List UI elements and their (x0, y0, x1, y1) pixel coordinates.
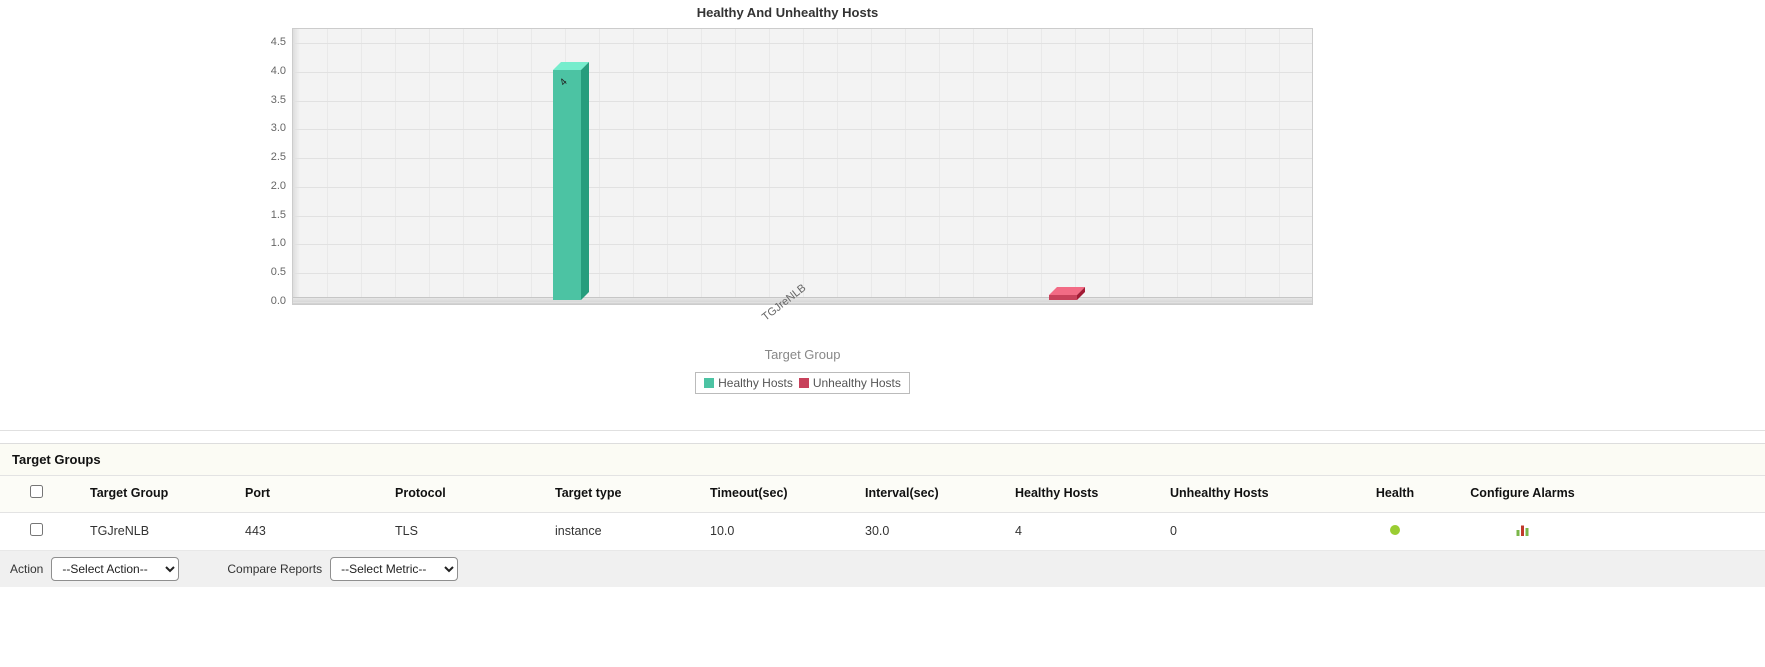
cell-unhealthy-hosts: 0 (1140, 512, 1330, 551)
chart-floor (293, 297, 1312, 304)
legend-item-healthy-hosts[interactable]: Healthy Hosts (704, 376, 793, 390)
table-row: TGJreNLB 443 TLS instance 10.0 30.0 4 0 (0, 512, 1765, 551)
col-timeout: Timeout(sec) (680, 476, 835, 513)
gridline (293, 302, 1312, 303)
action-bar: Action --Select Action-- Compare Reports… (0, 550, 1765, 587)
legend-swatch-unhealthy (798, 378, 809, 388)
y-tick-label: 3.5 (270, 93, 286, 106)
gridline (293, 100, 1312, 102)
y-tick-label: 2.5 (270, 151, 286, 164)
y-tick-label: 0.0 (270, 295, 286, 307)
bar-unhealthy-hosts (1049, 287, 1085, 300)
cell-health (1330, 512, 1460, 551)
gridline (293, 129, 1312, 131)
chart-plot: 4 (292, 28, 1313, 305)
cell-checkbox (0, 512, 60, 551)
action-label: Action (10, 561, 44, 576)
y-tick-label: 1.0 (270, 237, 286, 250)
x-axis-title: Target Group (764, 347, 841, 362)
metric-select[interactable]: --Select Metric-- (330, 556, 459, 581)
table-header-row: Target Group Port Protocol Target type T… (0, 476, 1765, 513)
col-checkbox (0, 476, 60, 513)
col-target-group: Target Group (60, 476, 215, 513)
target-groups-table: Target Group Port Protocol Target type T… (0, 476, 1765, 551)
section-title: Target Groups (0, 444, 1765, 476)
chart-section: Healthy And Unhealthy Hosts 0.0 0.5 1.0 1.5… (0, 5, 1765, 431)
configure-alarms-icon[interactable] (1516, 523, 1529, 537)
col-configure-alarms: Configure Alarms (1460, 476, 1585, 513)
legend-box: Healthy Hosts Unhealthy Hosts (695, 372, 910, 394)
gridline (293, 71, 1312, 73)
row-checkbox[interactable] (30, 523, 43, 537)
cell-filler (1585, 512, 1765, 551)
chart-title: Healthy And Unhealthy Hosts (696, 5, 879, 20)
col-interval: Interval(sec) (835, 476, 985, 513)
gridline (293, 43, 1312, 44)
target-groups-section: Target Groups Target Group Port Protocol… (0, 443, 1765, 587)
y-tick-label: 4.5 (270, 36, 286, 48)
cell-timeout: 10.0 (680, 512, 835, 551)
action-select[interactable]: --Select Action-- (51, 556, 180, 581)
col-filler (1585, 476, 1765, 513)
gridline (293, 244, 1312, 246)
cell-configure-alarms (1460, 512, 1585, 551)
bar-healthy-hosts (553, 61, 589, 300)
gridline (293, 273, 1312, 275)
gridline (293, 158, 1312, 160)
cell-protocol: TLS (365, 512, 525, 551)
chart-left-wall (293, 29, 300, 304)
cell-target-group: TGJreNLB (60, 512, 215, 551)
col-health: Health (1330, 476, 1460, 513)
col-protocol: Protocol (365, 476, 525, 513)
cell-healthy-hosts: 4 (985, 512, 1140, 551)
y-tick-label: 3.0 (270, 122, 286, 135)
cell-port: 443 (215, 512, 365, 551)
select-all-checkbox[interactable] (30, 485, 43, 498)
health-status-dot (1390, 525, 1400, 536)
cell-interval: 30.0 (835, 512, 985, 551)
y-tick-label: 4.0 (270, 64, 286, 77)
gridline (293, 186, 1312, 188)
legend-item-unhealthy-hosts[interactable]: Unhealthy Hosts (798, 376, 901, 390)
cell-target-type: instance (525, 512, 680, 551)
legend-swatch-healthy (704, 378, 715, 388)
y-tick-label: 2.0 (270, 179, 286, 192)
legend-label-healthy: Healthy Hosts (718, 376, 793, 390)
col-healthy-hosts: Healthy Hosts (985, 476, 1140, 513)
chart-legend: Healthy Hosts Unhealthy Hosts (292, 372, 1313, 394)
y-tick-label: 1.5 (270, 208, 286, 221)
gridline (293, 215, 1312, 217)
col-target-type: Target type (525, 476, 680, 513)
y-tick-label: 0.5 (270, 266, 286, 279)
col-port: Port (215, 476, 365, 513)
legend-label-unhealthy: Unhealthy Hosts (812, 376, 901, 390)
col-unhealthy-hosts: Unhealthy Hosts (1140, 476, 1330, 513)
compare-reports-label: Compare Reports (227, 561, 323, 576)
